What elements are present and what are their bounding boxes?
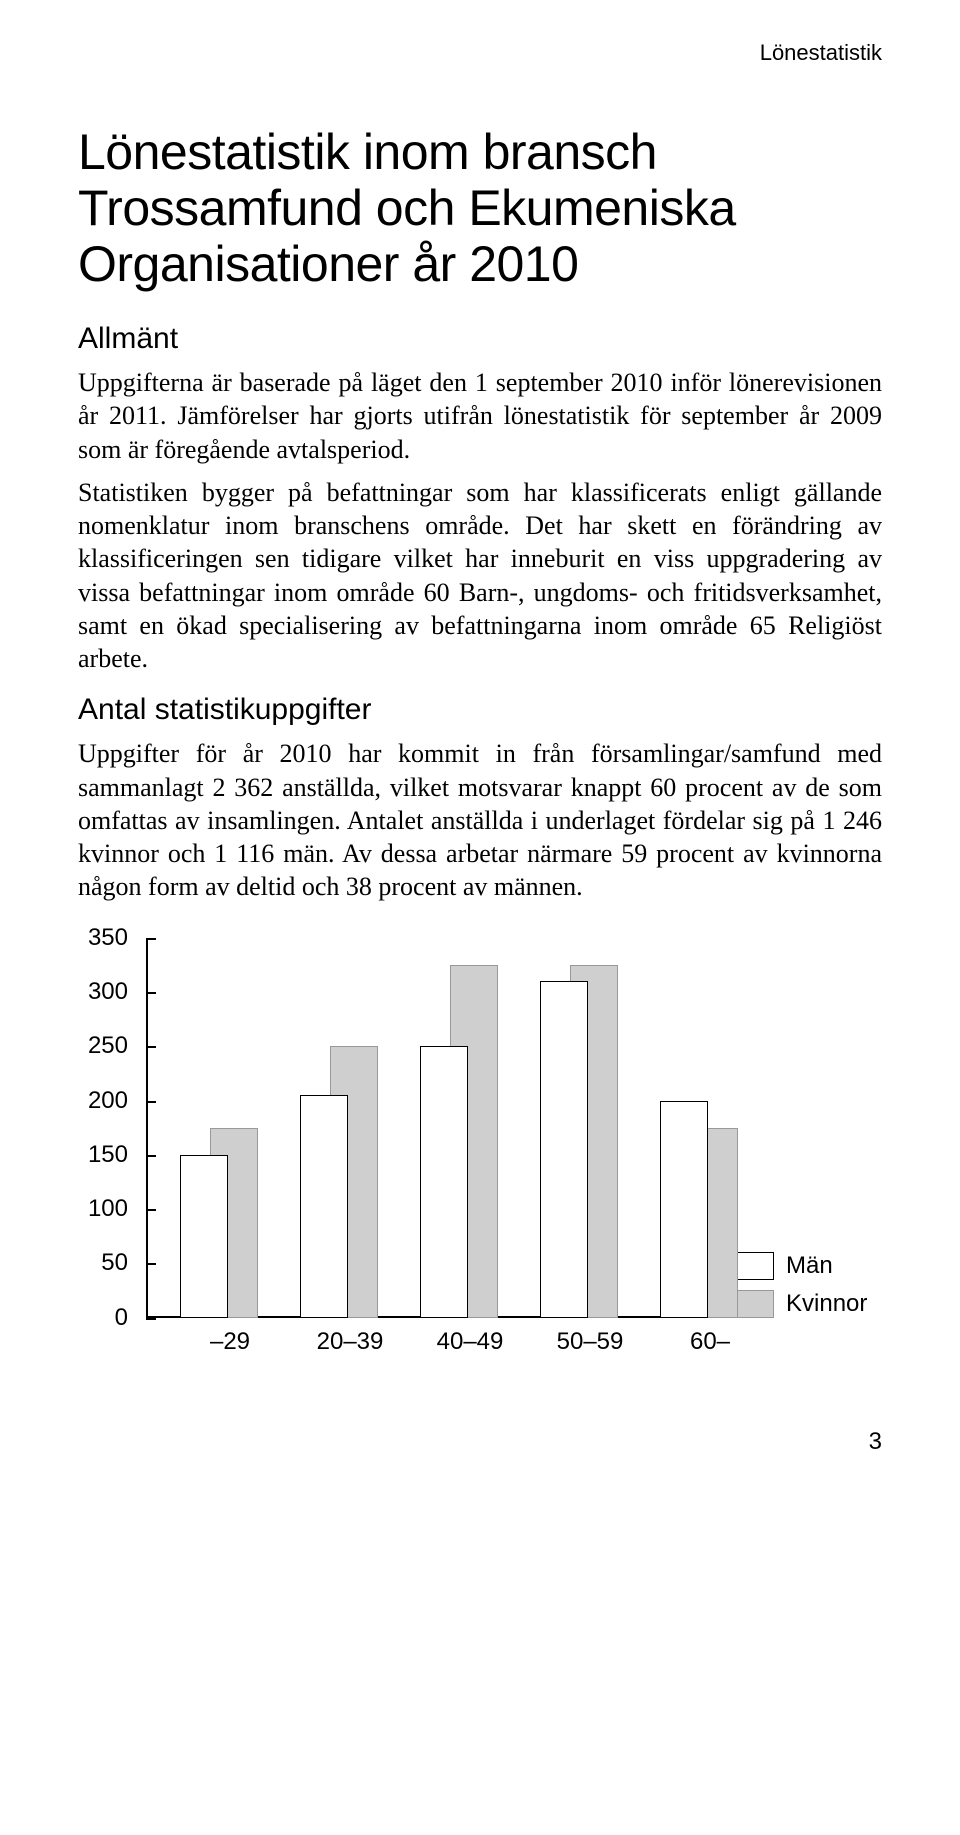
- bar-men: [540, 981, 588, 1318]
- y-axis: 050100150200250300350: [78, 938, 148, 1318]
- legend-swatch-men: [732, 1252, 774, 1280]
- page-number: 3: [78, 1428, 882, 1456]
- chart-plot-area: –2920–3940–4950–5960–: [150, 938, 722, 1318]
- y-tick-label: 350: [88, 924, 128, 952]
- running-head: Lönestatistik: [78, 40, 882, 66]
- x-tick-label: 50–59: [520, 1328, 660, 1356]
- legend-swatch-women: [732, 1290, 774, 1318]
- y-tick-label: 300: [88, 978, 128, 1006]
- chart-legend: Män Kvinnor: [732, 1252, 882, 1328]
- y-tick-label: 50: [101, 1249, 128, 1277]
- paragraph: Uppgifterna är baserade på läget den 1 s…: [78, 366, 882, 466]
- paragraph: Statistiken bygger på befattningar som h…: [78, 476, 882, 676]
- x-tick-label: 60–: [640, 1328, 780, 1356]
- y-tick-label: 200: [88, 1087, 128, 1115]
- legend-label: Kvinnor: [786, 1290, 867, 1318]
- section-heading-allmant: Allmänt: [78, 322, 882, 356]
- y-tick: [146, 1318, 156, 1320]
- y-tick-label: 150: [88, 1141, 128, 1169]
- y-tick-label: 0: [115, 1304, 128, 1332]
- x-tick-label: 20–39: [280, 1328, 420, 1356]
- legend-label: Män: [786, 1252, 833, 1280]
- bar-men: [420, 1046, 468, 1317]
- x-tick-label: 40–49: [400, 1328, 540, 1356]
- bar-men: [180, 1155, 228, 1318]
- bar-men: [300, 1095, 348, 1318]
- paragraph: Uppgifter för år 2010 har kommit in från…: [78, 737, 882, 903]
- legend-item-women: Kvinnor: [732, 1290, 882, 1318]
- y-tick-label: 100: [88, 1195, 128, 1223]
- legend-item-men: Män: [732, 1252, 882, 1280]
- page-title: Lönestatistik inom bransch Trossamfund o…: [78, 124, 882, 292]
- age-distribution-chart: 050100150200250300350 –2920–3940–4950–59…: [78, 938, 882, 1398]
- section-heading-antal: Antal statistikuppgifter: [78, 693, 882, 727]
- bar-men: [660, 1101, 708, 1318]
- x-tick-label: –29: [160, 1328, 300, 1356]
- y-tick-label: 250: [88, 1032, 128, 1060]
